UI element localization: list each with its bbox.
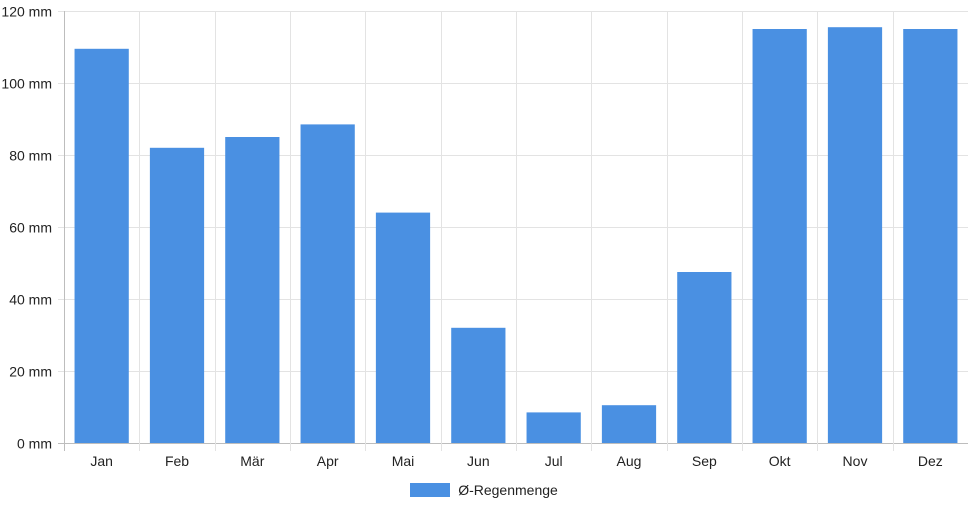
bar-mär[interactable] [225, 137, 280, 443]
x-tick-label: Sep [692, 453, 717, 469]
x-tick-label: Dez [918, 453, 943, 469]
x-tick-label: Apr [317, 453, 339, 469]
x-tick-labels: Jan Feb Mär Apr Mai Jun Jul Aug Sep Okt Nov Dez [90, 453, 942, 469]
x-tick-label: Jun [467, 453, 490, 469]
y-tick-label: 120 mm [1, 4, 52, 20]
bar-jun[interactable] [451, 327, 506, 443]
bar-okt[interactable] [752, 29, 807, 443]
bar-apr[interactable] [300, 124, 355, 444]
x-tick-label: Feb [165, 453, 189, 469]
bars [74, 27, 958, 444]
x-tick-label: Aug [617, 453, 642, 469]
bar-jul[interactable] [526, 412, 581, 443]
x-tick-label: Jul [545, 453, 563, 469]
x-tick-label: Mai [392, 453, 415, 469]
bar-feb[interactable] [149, 147, 205, 444]
x-tick-label: Mär [240, 453, 264, 469]
grid-lines [58, 11, 968, 451]
y-tick-label: 80 mm [9, 148, 52, 164]
legend-swatch [410, 483, 451, 497]
x-tick-label: Okt [769, 453, 791, 469]
y-tick-label: 0 mm [17, 436, 52, 452]
bar-aug[interactable] [601, 405, 657, 443]
y-tick-label: 40 mm [9, 292, 52, 308]
y-tick-labels: 0 mm 20 mm 40 mm 60 mm 80 mm 100 mm 120 mm [1, 4, 52, 452]
bar-mai[interactable] [375, 212, 431, 443]
y-tick-label: 20 mm [9, 364, 52, 380]
bar-sep[interactable] [677, 272, 732, 443]
legend[interactable]: Ø-Regenmenge [0, 479, 968, 501]
x-tick-label: Jan [90, 453, 113, 469]
x-tick-label: Nov [843, 453, 868, 469]
y-tick-label: 60 mm [9, 220, 52, 236]
legend-label: Ø-Regenmenge [458, 482, 558, 498]
bar-nov[interactable] [827, 27, 883, 443]
bar-jan[interactable] [74, 48, 129, 444]
y-tick-label: 100 mm [1, 76, 52, 92]
bar-dez[interactable] [903, 29, 958, 443]
